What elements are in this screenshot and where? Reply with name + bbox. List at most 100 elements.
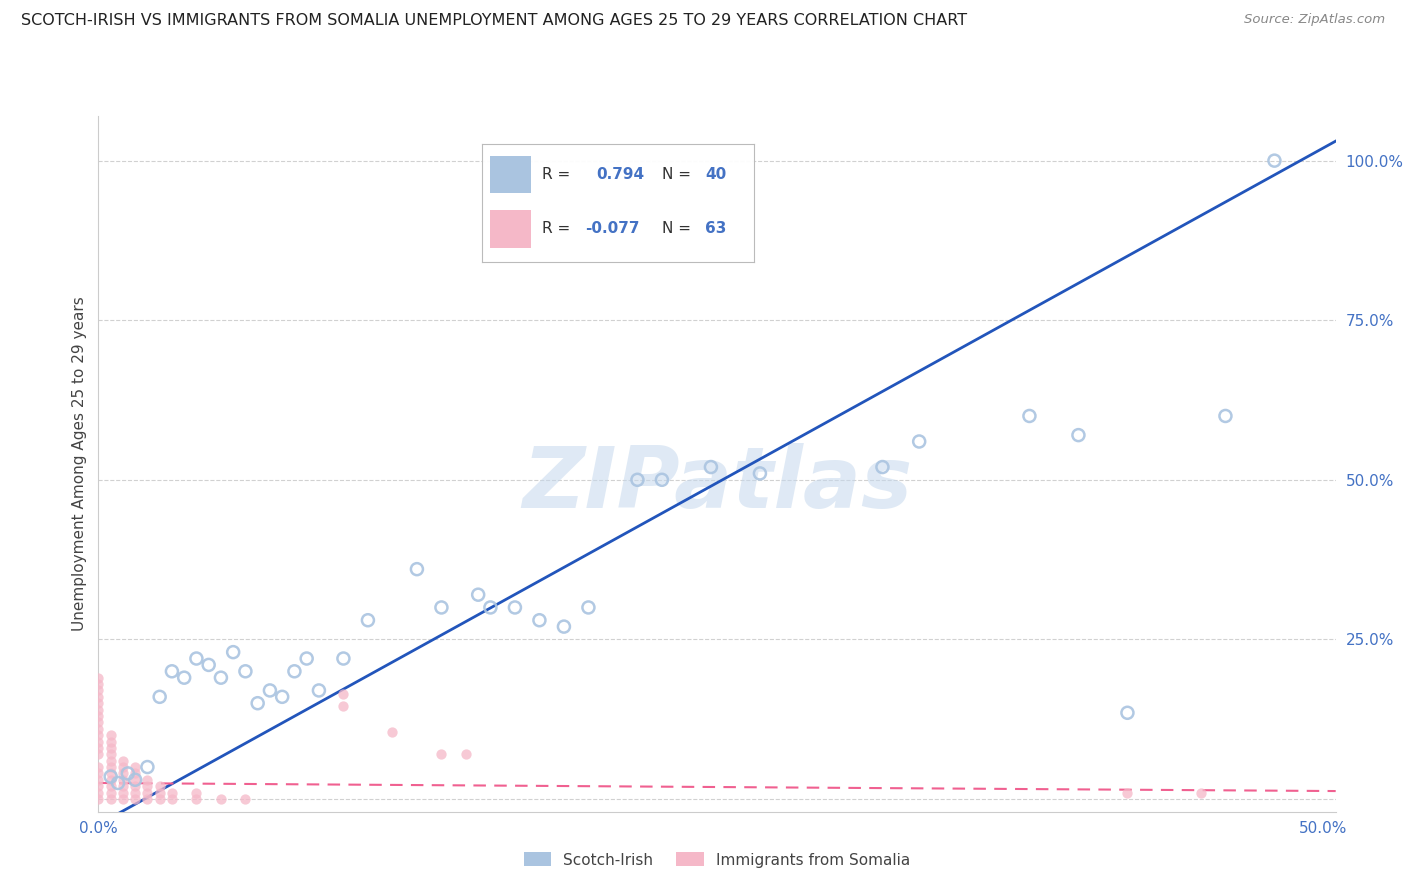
Text: 40: 40	[706, 167, 727, 182]
Point	[1018, 409, 1040, 423]
Point	[111, 792, 134, 806]
Point	[283, 665, 305, 679]
Point	[271, 690, 294, 704]
Point	[87, 740, 110, 755]
Point	[160, 665, 183, 679]
Point	[100, 760, 122, 774]
Point	[87, 766, 110, 780]
Point	[209, 792, 232, 806]
Text: R =: R =	[541, 167, 569, 182]
Point	[295, 651, 318, 665]
Point	[235, 665, 257, 679]
Point	[1116, 706, 1139, 720]
Point	[87, 677, 110, 691]
Point	[578, 600, 600, 615]
Text: N =: N =	[662, 167, 690, 182]
Point	[430, 747, 453, 762]
Point	[1067, 428, 1090, 442]
Point	[124, 772, 146, 787]
Point	[1189, 786, 1212, 800]
Point	[479, 600, 502, 615]
Point	[100, 770, 122, 784]
Point	[332, 651, 354, 665]
Point	[107, 776, 129, 790]
Point	[136, 786, 159, 800]
Point	[651, 473, 673, 487]
Point	[1116, 786, 1139, 800]
Point	[87, 703, 110, 717]
Point	[149, 779, 172, 793]
Point	[186, 786, 208, 800]
Bar	[491, 155, 531, 194]
Point	[406, 562, 429, 576]
Point	[100, 754, 122, 768]
Text: SCOTCH-IRISH VS IMMIGRANTS FROM SOMALIA UNEMPLOYMENT AMONG AGES 25 TO 29 YEARS C: SCOTCH-IRISH VS IMMIGRANTS FROM SOMALIA …	[21, 13, 967, 29]
Point	[100, 728, 122, 742]
Point	[381, 725, 404, 739]
Point	[87, 792, 110, 806]
Point	[908, 434, 931, 449]
Point	[87, 772, 110, 787]
Point	[332, 699, 354, 714]
Point	[117, 766, 139, 780]
Point	[87, 690, 110, 704]
Point	[308, 683, 330, 698]
Point	[87, 722, 110, 736]
Point	[111, 760, 134, 774]
Point	[87, 734, 110, 748]
Point	[124, 792, 146, 806]
Point	[430, 600, 453, 615]
Point	[111, 772, 134, 787]
Bar	[491, 210, 531, 248]
Point	[87, 779, 110, 793]
Point	[173, 671, 195, 685]
Point	[111, 754, 134, 768]
Point	[186, 792, 208, 806]
Point	[467, 588, 489, 602]
Point	[149, 792, 172, 806]
Point	[136, 772, 159, 787]
Point	[87, 760, 110, 774]
Point	[235, 792, 257, 806]
Point	[197, 657, 219, 672]
Text: ZIPatlas: ZIPatlas	[522, 443, 912, 526]
Point	[160, 786, 183, 800]
Point	[136, 792, 159, 806]
Point	[149, 690, 172, 704]
Text: 0.794: 0.794	[596, 167, 644, 182]
Text: Source: ZipAtlas.com: Source: ZipAtlas.com	[1244, 13, 1385, 27]
Point	[124, 779, 146, 793]
Point	[1215, 409, 1237, 423]
Point	[124, 766, 146, 780]
Point	[100, 734, 122, 748]
Text: R =: R =	[541, 221, 569, 236]
Point	[246, 696, 269, 710]
Point	[529, 613, 551, 627]
Point	[1263, 153, 1285, 168]
Point	[124, 760, 146, 774]
Point	[700, 460, 723, 475]
Point	[209, 671, 232, 685]
Point	[100, 779, 122, 793]
Point	[100, 740, 122, 755]
Point	[259, 683, 281, 698]
Point	[503, 600, 526, 615]
Point	[454, 747, 477, 762]
Point	[160, 792, 183, 806]
Point	[87, 747, 110, 762]
Text: 63: 63	[706, 221, 727, 236]
Legend: Scotch-Irish, Immigrants from Somalia: Scotch-Irish, Immigrants from Somalia	[517, 847, 917, 873]
Point	[186, 651, 208, 665]
Point	[100, 766, 122, 780]
Point	[100, 772, 122, 787]
Point	[111, 779, 134, 793]
Point	[124, 772, 146, 787]
Point	[626, 473, 648, 487]
Point	[87, 715, 110, 730]
Point	[136, 779, 159, 793]
Point	[87, 683, 110, 698]
Point	[100, 792, 122, 806]
Point	[87, 786, 110, 800]
Point	[553, 619, 575, 633]
Point	[222, 645, 245, 659]
